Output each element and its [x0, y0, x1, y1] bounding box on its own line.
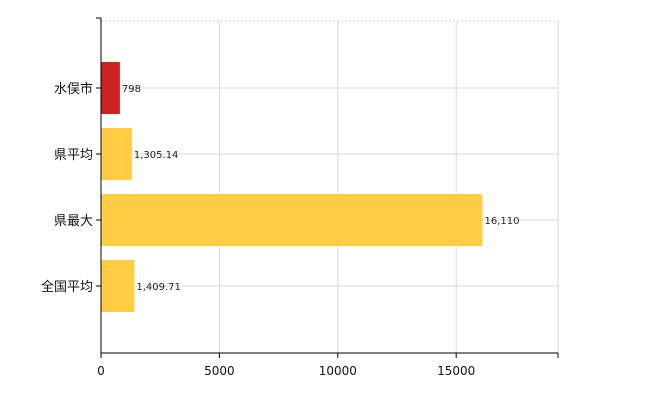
- bar[interactable]: [101, 128, 132, 180]
- x-tick-label: 0: [97, 364, 105, 378]
- category-label: 県平均: [54, 148, 93, 163]
- bar-value-label: 798: [122, 84, 141, 95]
- x-tick-label: 10000: [319, 364, 357, 378]
- bar[interactable]: [101, 194, 483, 246]
- bar[interactable]: [101, 62, 120, 114]
- bar-value-label: 1,305.14: [134, 150, 179, 161]
- category-label: 県最大: [54, 214, 93, 229]
- category-label: 全国平均: [41, 279, 93, 295]
- bar-value-label: 16,110: [484, 216, 519, 227]
- category-label: 水俣市: [54, 81, 93, 97]
- x-tick-label: 15000: [437, 364, 475, 378]
- bar-value-label: 1,409.71: [136, 282, 181, 293]
- bar[interactable]: [101, 260, 135, 312]
- x-tick-label: 5000: [204, 364, 235, 378]
